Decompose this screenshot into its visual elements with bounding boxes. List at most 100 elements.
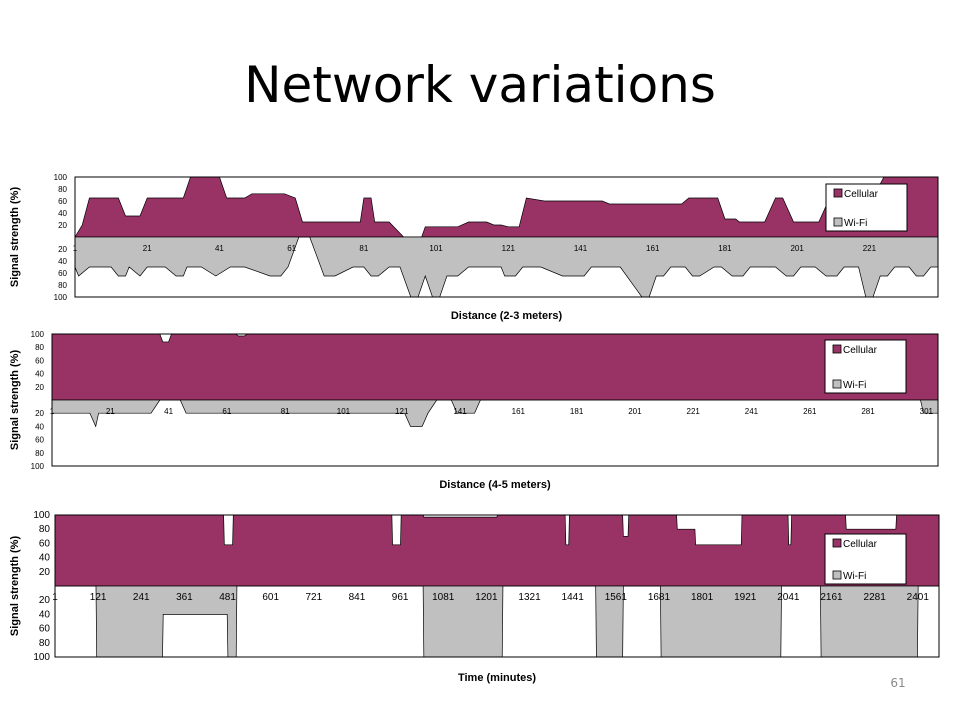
legend-label-cellular: Cellular	[844, 189, 879, 200]
x-tick-label: 1	[52, 592, 58, 603]
x-tick-label: 201	[790, 244, 804, 253]
x-tick-label: 161	[646, 244, 660, 253]
legend-label-wifi: Wi-Fi	[843, 380, 866, 391]
y-tick-label-upper: 20	[35, 383, 44, 392]
series-area-wifi	[55, 585, 939, 658]
x-tick-label: 261	[803, 407, 817, 416]
x-tick-label: 141	[453, 407, 467, 416]
legend-label-wifi: Wi-Fi	[844, 218, 867, 229]
x-tick-label: 61	[287, 244, 296, 253]
plot-border	[74, 176, 939, 298]
x-tick-label: 161	[512, 407, 526, 416]
x-axis-title: Distance (4-5 meters)	[439, 479, 551, 491]
y-tick-label-lower: 80	[39, 638, 51, 649]
y-tick-label-lower: 20	[39, 595, 51, 606]
y-tick-label-lower: 100	[33, 652, 50, 663]
x-tick-label: 1321	[518, 592, 541, 603]
y-tick-label-upper: 100	[33, 510, 50, 521]
x-tick-label: 41	[215, 244, 224, 253]
x-axis-title: Distance (2-3 meters)	[451, 310, 563, 322]
series-area-cellular	[54, 514, 940, 587]
legend-label-wifi: Wi-Fi	[843, 571, 866, 582]
y-tick-label-upper: 40	[35, 370, 44, 379]
x-tick-label: 2401	[907, 592, 930, 603]
x-tick-label: 141	[574, 244, 588, 253]
legend-swatch-wifi	[832, 379, 842, 389]
y-tick-label-lower: 100	[54, 293, 68, 302]
x-tick-label: 121	[395, 407, 409, 416]
x-tick-label: 101	[337, 407, 351, 416]
legend: Cellular Wi-Fi	[824, 533, 907, 585]
series-area-wifi	[74, 236, 939, 298]
legend: Cellular Wi-Fi	[825, 183, 908, 232]
x-tick-label: 121	[502, 244, 516, 253]
x-tick-label: 2041	[777, 592, 800, 603]
y-tick-label-upper: 80	[39, 524, 51, 535]
x-tick-label: 61	[222, 407, 231, 416]
y-tick-label-upper: 80	[35, 343, 44, 352]
y-tick-label-lower: 60	[39, 624, 51, 635]
y-tick-label-upper: 40	[39, 553, 51, 564]
y-tick-label-lower: 20	[58, 245, 67, 254]
x-tick-label: 961	[392, 592, 409, 603]
legend-label-cellular: Cellular	[843, 345, 878, 356]
y-axis-title: Signal strength (%)	[9, 536, 21, 637]
x-tick-label: 81	[281, 407, 290, 416]
x-tick-label: 21	[106, 407, 115, 416]
y-tick-label-upper: 60	[35, 356, 44, 365]
y-tick-label-lower: 60	[58, 269, 67, 278]
x-tick-label: 101	[429, 244, 443, 253]
plot-border	[54, 514, 940, 658]
x-tick-label: 721	[305, 592, 322, 603]
y-tick-label-lower: 40	[39, 609, 51, 620]
x-tick-label: 21	[143, 244, 152, 253]
x-tick-label: 221	[687, 407, 701, 416]
series-area-wifi	[51, 399, 939, 428]
x-tick-label: 1801	[691, 592, 714, 603]
legend: Cellular Wi-Fi	[824, 339, 907, 394]
legend-swatch-cellular	[832, 344, 842, 354]
x-tick-label: 601	[262, 592, 279, 603]
x-tick-label: 121	[90, 592, 107, 603]
legend-swatch-cellular	[832, 538, 842, 548]
x-axis-title: Time (minutes)	[458, 672, 536, 684]
x-tick-label: 1	[73, 244, 78, 253]
x-tick-label: 301	[920, 407, 934, 416]
legend-label-cellular: Cellular	[843, 539, 878, 550]
x-tick-label: 1201	[475, 592, 498, 603]
x-tick-label: 1081	[432, 592, 455, 603]
chart-3: 20 20 40 40 60 60 80 80 100 100 1 121 241 361 481 601 72…	[9, 510, 940, 684]
y-tick-label-lower: 100	[31, 462, 45, 471]
y-tick-label-lower: 20	[35, 409, 44, 418]
y-tick-label-upper: 40	[58, 209, 67, 218]
y-tick-label-lower: 80	[35, 449, 44, 458]
x-tick-label: 1921	[734, 592, 757, 603]
x-tick-label: 221	[863, 244, 877, 253]
y-tick-label-lower: 40	[58, 257, 67, 266]
x-tick-label: 1	[50, 407, 55, 416]
x-tick-label: 201	[628, 407, 642, 416]
x-tick-label: 81	[359, 244, 368, 253]
x-tick-label: 1681	[648, 592, 671, 603]
x-tick-label: 481	[219, 592, 236, 603]
y-tick-label-upper: 60	[58, 197, 67, 206]
x-tick-label: 241	[133, 592, 150, 603]
slide-title: Network variations	[244, 56, 716, 114]
x-tick-label: 281	[861, 407, 875, 416]
series-area-cellular	[51, 333, 939, 401]
legend-swatch-cellular	[833, 188, 843, 198]
page-number: 61	[890, 676, 906, 690]
x-tick-label: 841	[349, 592, 366, 603]
y-axis-title: Signal strength (%)	[9, 350, 21, 451]
x-tick-label: 181	[718, 244, 732, 253]
plot-border	[51, 333, 939, 467]
y-tick-label-upper: 20	[39, 567, 51, 578]
x-tick-label: 2161	[820, 592, 843, 603]
legend-swatch-wifi	[833, 217, 843, 227]
x-tick-label: 2281	[864, 592, 887, 603]
x-tick-label: 41	[164, 407, 173, 416]
legend-swatch-wifi	[832, 570, 842, 580]
